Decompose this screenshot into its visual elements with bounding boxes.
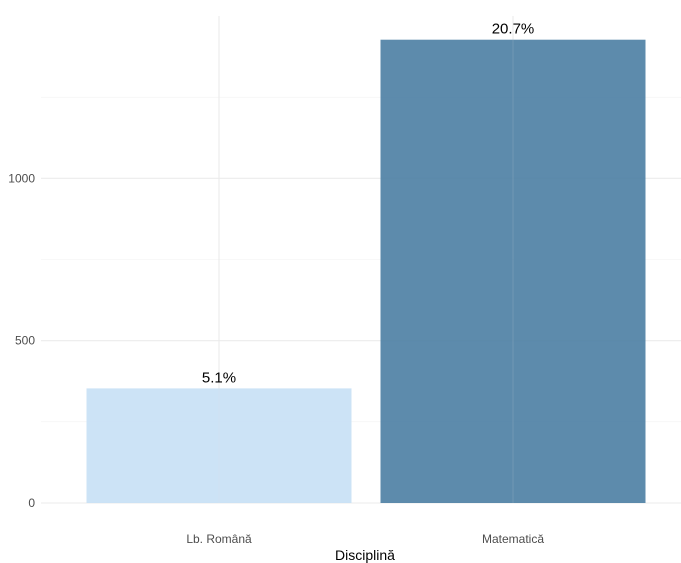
- bar-1: [380, 39, 646, 503]
- y-tick-label-0: 0: [28, 496, 35, 510]
- axes: 0 500 1000 Lb. Română Matematică: [8, 171, 544, 546]
- bars: [86, 39, 646, 503]
- data-labels: 5.1% 20.7%: [202, 21, 534, 387]
- data-label-1: 20.7%: [492, 21, 535, 38]
- x-tick-label-1: Matematică: [482, 532, 544, 546]
- y-tick-label-1000: 1000: [8, 171, 35, 185]
- bar-0: [86, 388, 352, 503]
- y-tick-label-500: 500: [15, 334, 35, 348]
- x-tick-label-0: Lb. Română: [186, 532, 252, 546]
- data-label-0: 5.1%: [202, 369, 236, 386]
- x-axis-title: Disciplină: [335, 547, 395, 563]
